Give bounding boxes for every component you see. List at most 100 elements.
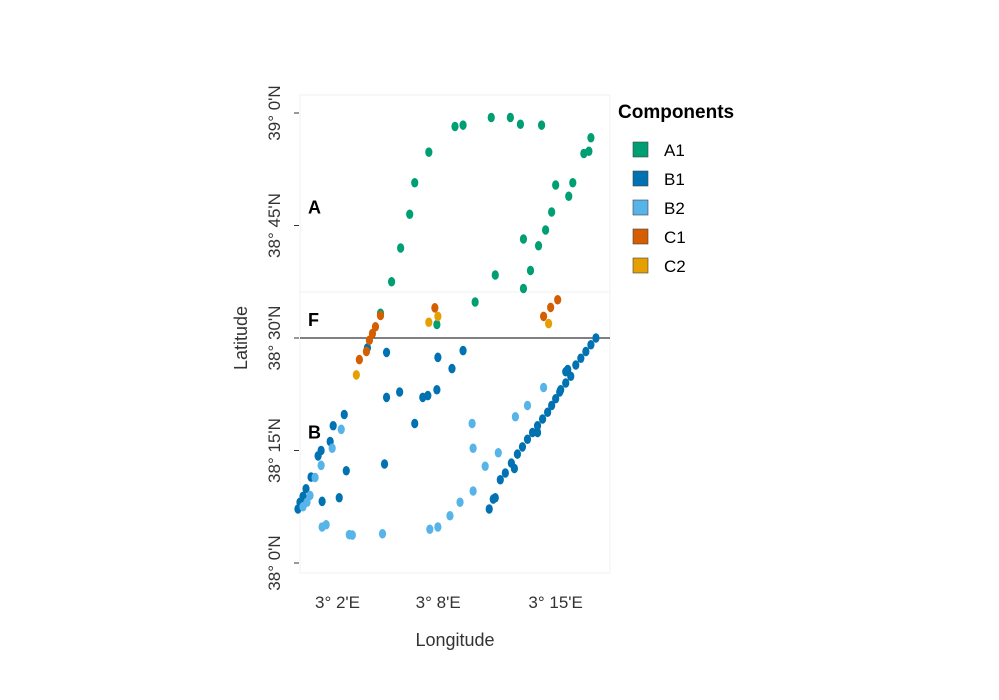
y-tick-label: 38° 15'N	[265, 418, 284, 483]
point-b1	[587, 339, 595, 350]
point-b1	[448, 363, 456, 374]
y-axis-title: Latitude	[231, 306, 251, 370]
legend-label-b1: B1	[664, 170, 685, 189]
point-b1	[329, 420, 337, 431]
point-b2	[317, 460, 325, 471]
plot-panel	[299, 94, 611, 574]
point-b1	[496, 474, 504, 485]
point-a1	[537, 120, 546, 130]
point-b2	[446, 510, 454, 521]
region-labels: A F B	[308, 198, 321, 443]
point-b1	[433, 384, 441, 395]
point-b1	[556, 387, 564, 397]
point-b1	[342, 465, 350, 476]
point-a1	[471, 297, 479, 307]
point-b2	[378, 528, 387, 539]
point-b1	[501, 468, 509, 478]
point-b2	[469, 443, 477, 454]
point-a1	[516, 119, 525, 130]
y-tick-label: 38° 0'N	[265, 535, 284, 590]
legend-swatch-a1	[632, 141, 649, 158]
point-b2	[348, 530, 356, 540]
point-c1	[355, 354, 363, 365]
point-b1	[340, 409, 348, 420]
point-c1	[539, 311, 548, 322]
point-b1	[318, 496, 326, 507]
x-axis-title: Longitude	[415, 630, 494, 650]
point-b2	[494, 447, 502, 458]
point-b2	[511, 411, 519, 422]
point-b1	[577, 353, 585, 364]
point-b1	[592, 333, 600, 343]
point-a1	[526, 265, 535, 276]
x-tick-label: 3° 15'E	[528, 593, 582, 612]
region-label-f: F	[308, 310, 319, 330]
point-a1	[406, 209, 414, 220]
point-a1	[542, 225, 550, 235]
point-b2	[337, 424, 345, 435]
point-a1	[580, 148, 588, 159]
region-label-a: A	[308, 198, 321, 218]
point-b1	[335, 492, 343, 503]
point-b1	[518, 442, 527, 452]
point-a1	[569, 177, 577, 188]
y-tick-label: 39° 0'N	[265, 85, 284, 140]
legend-title: Components	[618, 102, 734, 123]
point-a1	[552, 180, 560, 190]
point-a1	[411, 177, 419, 188]
region-label-b: B	[308, 423, 321, 443]
point-b1	[302, 483, 310, 494]
point-b1	[396, 387, 404, 397]
point-b1	[552, 393, 560, 404]
point-b1	[533, 420, 542, 431]
point-c2	[434, 311, 442, 322]
axis-ticks: 38° 0'N 38° 15'N 38° 30'N 38° 45'N 39° 0'N 3°…	[265, 85, 583, 612]
point-b2	[481, 461, 489, 472]
point-b1	[380, 459, 389, 469]
point-b1	[382, 392, 391, 403]
point-b1	[548, 400, 556, 411]
point-c2	[545, 318, 553, 329]
point-a1	[491, 270, 499, 280]
point-b1	[533, 427, 542, 438]
legend-label-b2: B2	[664, 199, 685, 218]
point-c1	[547, 302, 555, 313]
point-b2	[328, 443, 336, 454]
point-a1	[519, 283, 528, 294]
point-a1	[487, 112, 495, 123]
point-b1	[562, 366, 570, 377]
point-b1	[562, 378, 570, 388]
point-a1	[433, 319, 441, 330]
legend-swatch-b1	[632, 170, 649, 187]
point-a1	[587, 132, 595, 143]
point-a1	[387, 276, 396, 287]
point-b2	[434, 522, 442, 532]
point-b1	[459, 345, 467, 356]
point-b2	[523, 400, 532, 411]
y-tick-label: 38° 30'N	[265, 306, 284, 371]
point-b1	[538, 414, 547, 424]
point-b2	[469, 486, 477, 496]
point-a1	[565, 191, 573, 202]
point-a1	[548, 207, 556, 217]
legend-label-c1: C1	[664, 228, 686, 247]
point-a1	[519, 234, 528, 244]
point-b1	[314, 451, 322, 461]
point-b1	[510, 463, 518, 474]
point-b1	[491, 492, 499, 503]
point-c1	[365, 335, 374, 346]
point-b1	[485, 504, 493, 514]
point-b1	[528, 427, 537, 438]
point-b1	[382, 347, 391, 358]
legend-label-c2: C2	[664, 257, 686, 276]
point-b2	[311, 472, 319, 483]
data-points	[294, 112, 600, 540]
x-tick-label: 3° 8'E	[416, 593, 461, 612]
point-b1	[544, 407, 552, 418]
legend-swatch-c1	[632, 228, 649, 245]
legend-swatch-b2	[632, 199, 649, 216]
point-b2	[456, 497, 464, 508]
point-b1	[523, 434, 532, 445]
point-a1	[451, 121, 459, 132]
